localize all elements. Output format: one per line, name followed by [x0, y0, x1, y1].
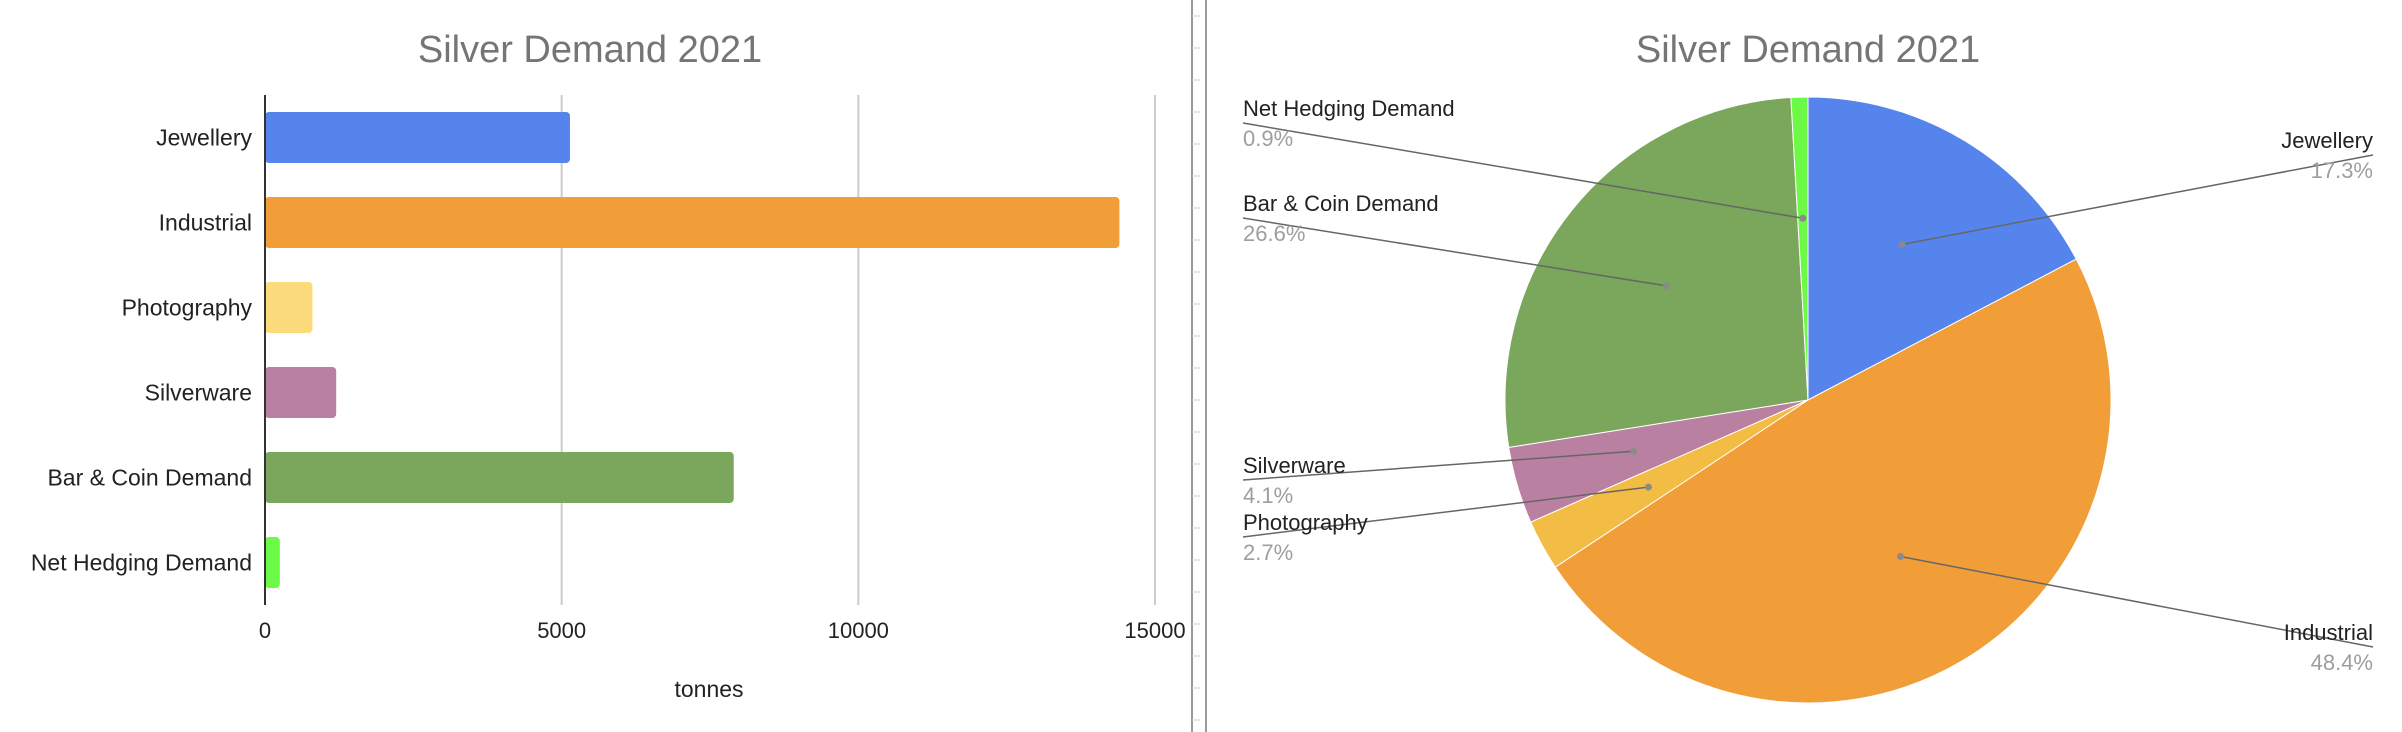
pie-percent-net-hedging-demand: 0.9% — [1243, 126, 1293, 151]
bar-category-net-hedging-demand: Net Hedging Demand — [31, 550, 252, 576]
pie-leader-bar-and-coin-demand — [1242, 217, 1667, 287]
bar-chart-title: Silver Demand 2021 — [418, 29, 762, 71]
bar-bar-and-coin-demand — [265, 452, 734, 503]
pie-slice-jewellery — [1807, 96, 2077, 401]
pie-leader-dot-jewellery — [1898, 240, 1906, 248]
pie-label-net-hedging-demand: Net Hedging Demand — [1243, 96, 1455, 121]
pie-chart-title: Silver Demand 2021 — [1636, 29, 1980, 71]
bar-category-labels: Jewellery Industrial Photography Silverware… — [31, 125, 253, 576]
pie-label-jewellery: Jewellery — [2281, 128, 2373, 153]
bar-category-jewellery: Jewellery — [156, 125, 252, 151]
pie-leader-silverware — [1242, 450, 1634, 481]
bar-series — [265, 112, 1120, 588]
pie-leader-dot-industrial — [1897, 552, 1905, 560]
pie-leader-net-hedging-demand — [1242, 122, 1803, 220]
pie-percent-photography: 2.7% — [1243, 540, 1293, 565]
bar-industrial — [265, 197, 1120, 248]
pie-slices — [1504, 96, 2112, 704]
bar-jewellery — [265, 112, 570, 163]
bar-x-tick-15000: 15000 — [1124, 618, 1185, 643]
pie-label-industrial: Industrial — [2284, 620, 2373, 645]
pie-leader-dot-photography — [1644, 483, 1652, 491]
pie-label-photography: Photography — [1243, 510, 1368, 535]
pie-label-bar-and-coin-demand: Bar & Coin Demand — [1243, 191, 1439, 216]
pie-slice-bar-and-coin-demand — [1504, 96, 1809, 448]
pie-percent-bar-and-coin-demand: 26.6% — [1243, 221, 1305, 246]
bar-silverware — [265, 367, 337, 418]
pie-leader-jewellery — [1901, 154, 2374, 246]
bar-x-tick-labels: 0 5000 10000 15000 — [259, 618, 1186, 643]
pie-leader-industrial — [1900, 555, 2374, 648]
bar-category-bar-and-coin-demand: Bar & Coin Demand — [47, 465, 252, 491]
pie-leader-dot-silverware — [1630, 447, 1638, 455]
bar-gridlines — [560, 95, 1156, 605]
pie-labels: Jewellery 17.3% Industrial 48.4% Photography… — [1243, 96, 2373, 675]
pie-slice-net-hedging-demand — [1790, 96, 1809, 401]
pie-leader-lines — [1242, 122, 2374, 648]
pie-slice-industrial — [1554, 258, 2112, 704]
pie-percent-silverware: 4.1% — [1243, 483, 1293, 508]
pie-chart: Silver Demand 2021 Jewellery 17.3% Industr… — [1242, 29, 2374, 704]
pie-leader-dot-net-hedging-demand — [1799, 214, 1807, 222]
bar-category-photography: Photography — [122, 295, 253, 321]
bar-x-axis-label: tonnes — [674, 676, 743, 702]
pie-label-silverware: Silverware — [1243, 453, 1346, 478]
pie-percent-jewellery: 17.3% — [2311, 158, 2373, 183]
bar-net-hedging-demand — [265, 537, 280, 588]
bar-x-tick-5000: 5000 — [537, 618, 586, 643]
pie-percent-industrial: 48.4% — [2311, 650, 2373, 675]
bar-chart: Silver Demand 2021 Jewellery Industrial Ph… — [31, 29, 1186, 702]
bar-category-silverware: Silverware — [145, 380, 252, 406]
bar-x-tick-0: 0 — [259, 618, 271, 643]
bar-photography — [265, 282, 313, 333]
bar-category-industrial: Industrial — [159, 210, 252, 236]
pie-leader-photography — [1242, 486, 1649, 538]
panel-divider — [1191, 0, 1207, 732]
bar-x-tick-10000: 10000 — [828, 618, 889, 643]
pie-leader-dot-bar-and-coin-demand — [1662, 282, 1670, 290]
